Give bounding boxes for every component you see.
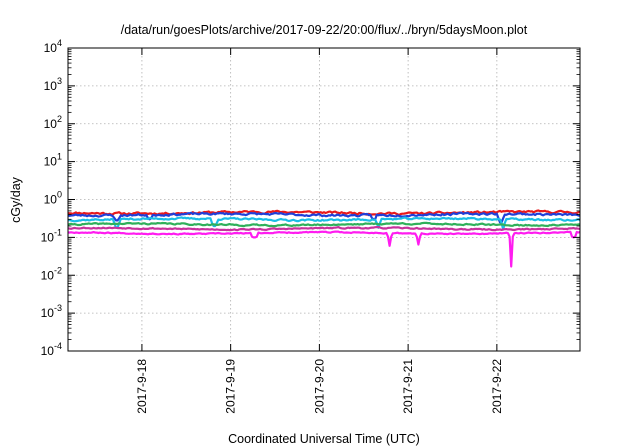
series-line-4 [67,221,581,228]
grid-lines [68,48,580,351]
plot-area-frame [67,47,581,352]
series-layer [67,209,581,268]
x-tick-label: 2017-9-21 [401,359,415,414]
series-line-6 [68,230,581,268]
y-axis-title: cGy/day [9,176,23,223]
y-tick-label: 103 [44,76,62,93]
y-tick-label: 102 [44,114,62,131]
y-tick-label: 104 [44,38,62,55]
x-tick-label: 2017-9-22 [490,359,504,414]
y-tick-label: 10-2 [41,265,62,282]
y-tick-label: 100 [44,190,62,207]
series-line-5 [67,226,581,232]
x-axis-tick-labels: 2017-9-18 2017-9-19 2017-9-20 2017-9-21 2017… [135,359,504,414]
x-axis-title: Coordinated Universal Time (UTC) [228,432,420,446]
series-line-1 [67,209,581,216]
y-tick-label: 101 [44,152,62,169]
x-tick-label: 2017-9-19 [224,359,238,414]
y-axis-tick-labels: 10-4 10-3 10-2 10-1 100 101 102 103 104 [41,38,62,358]
x-tick-label: 2017-9-18 [135,359,149,414]
y-tick-label: 10-4 [41,341,62,358]
series-line-3 [67,216,581,231]
series-line-2 [67,211,581,224]
chart-title: /data/run/goesPlots/archive/2017-09-22/2… [121,23,528,37]
x-tick-label: 2017-9-20 [312,359,326,414]
y-tick-label: 10-1 [41,227,62,244]
y-tick-label: 10-3 [41,303,62,320]
